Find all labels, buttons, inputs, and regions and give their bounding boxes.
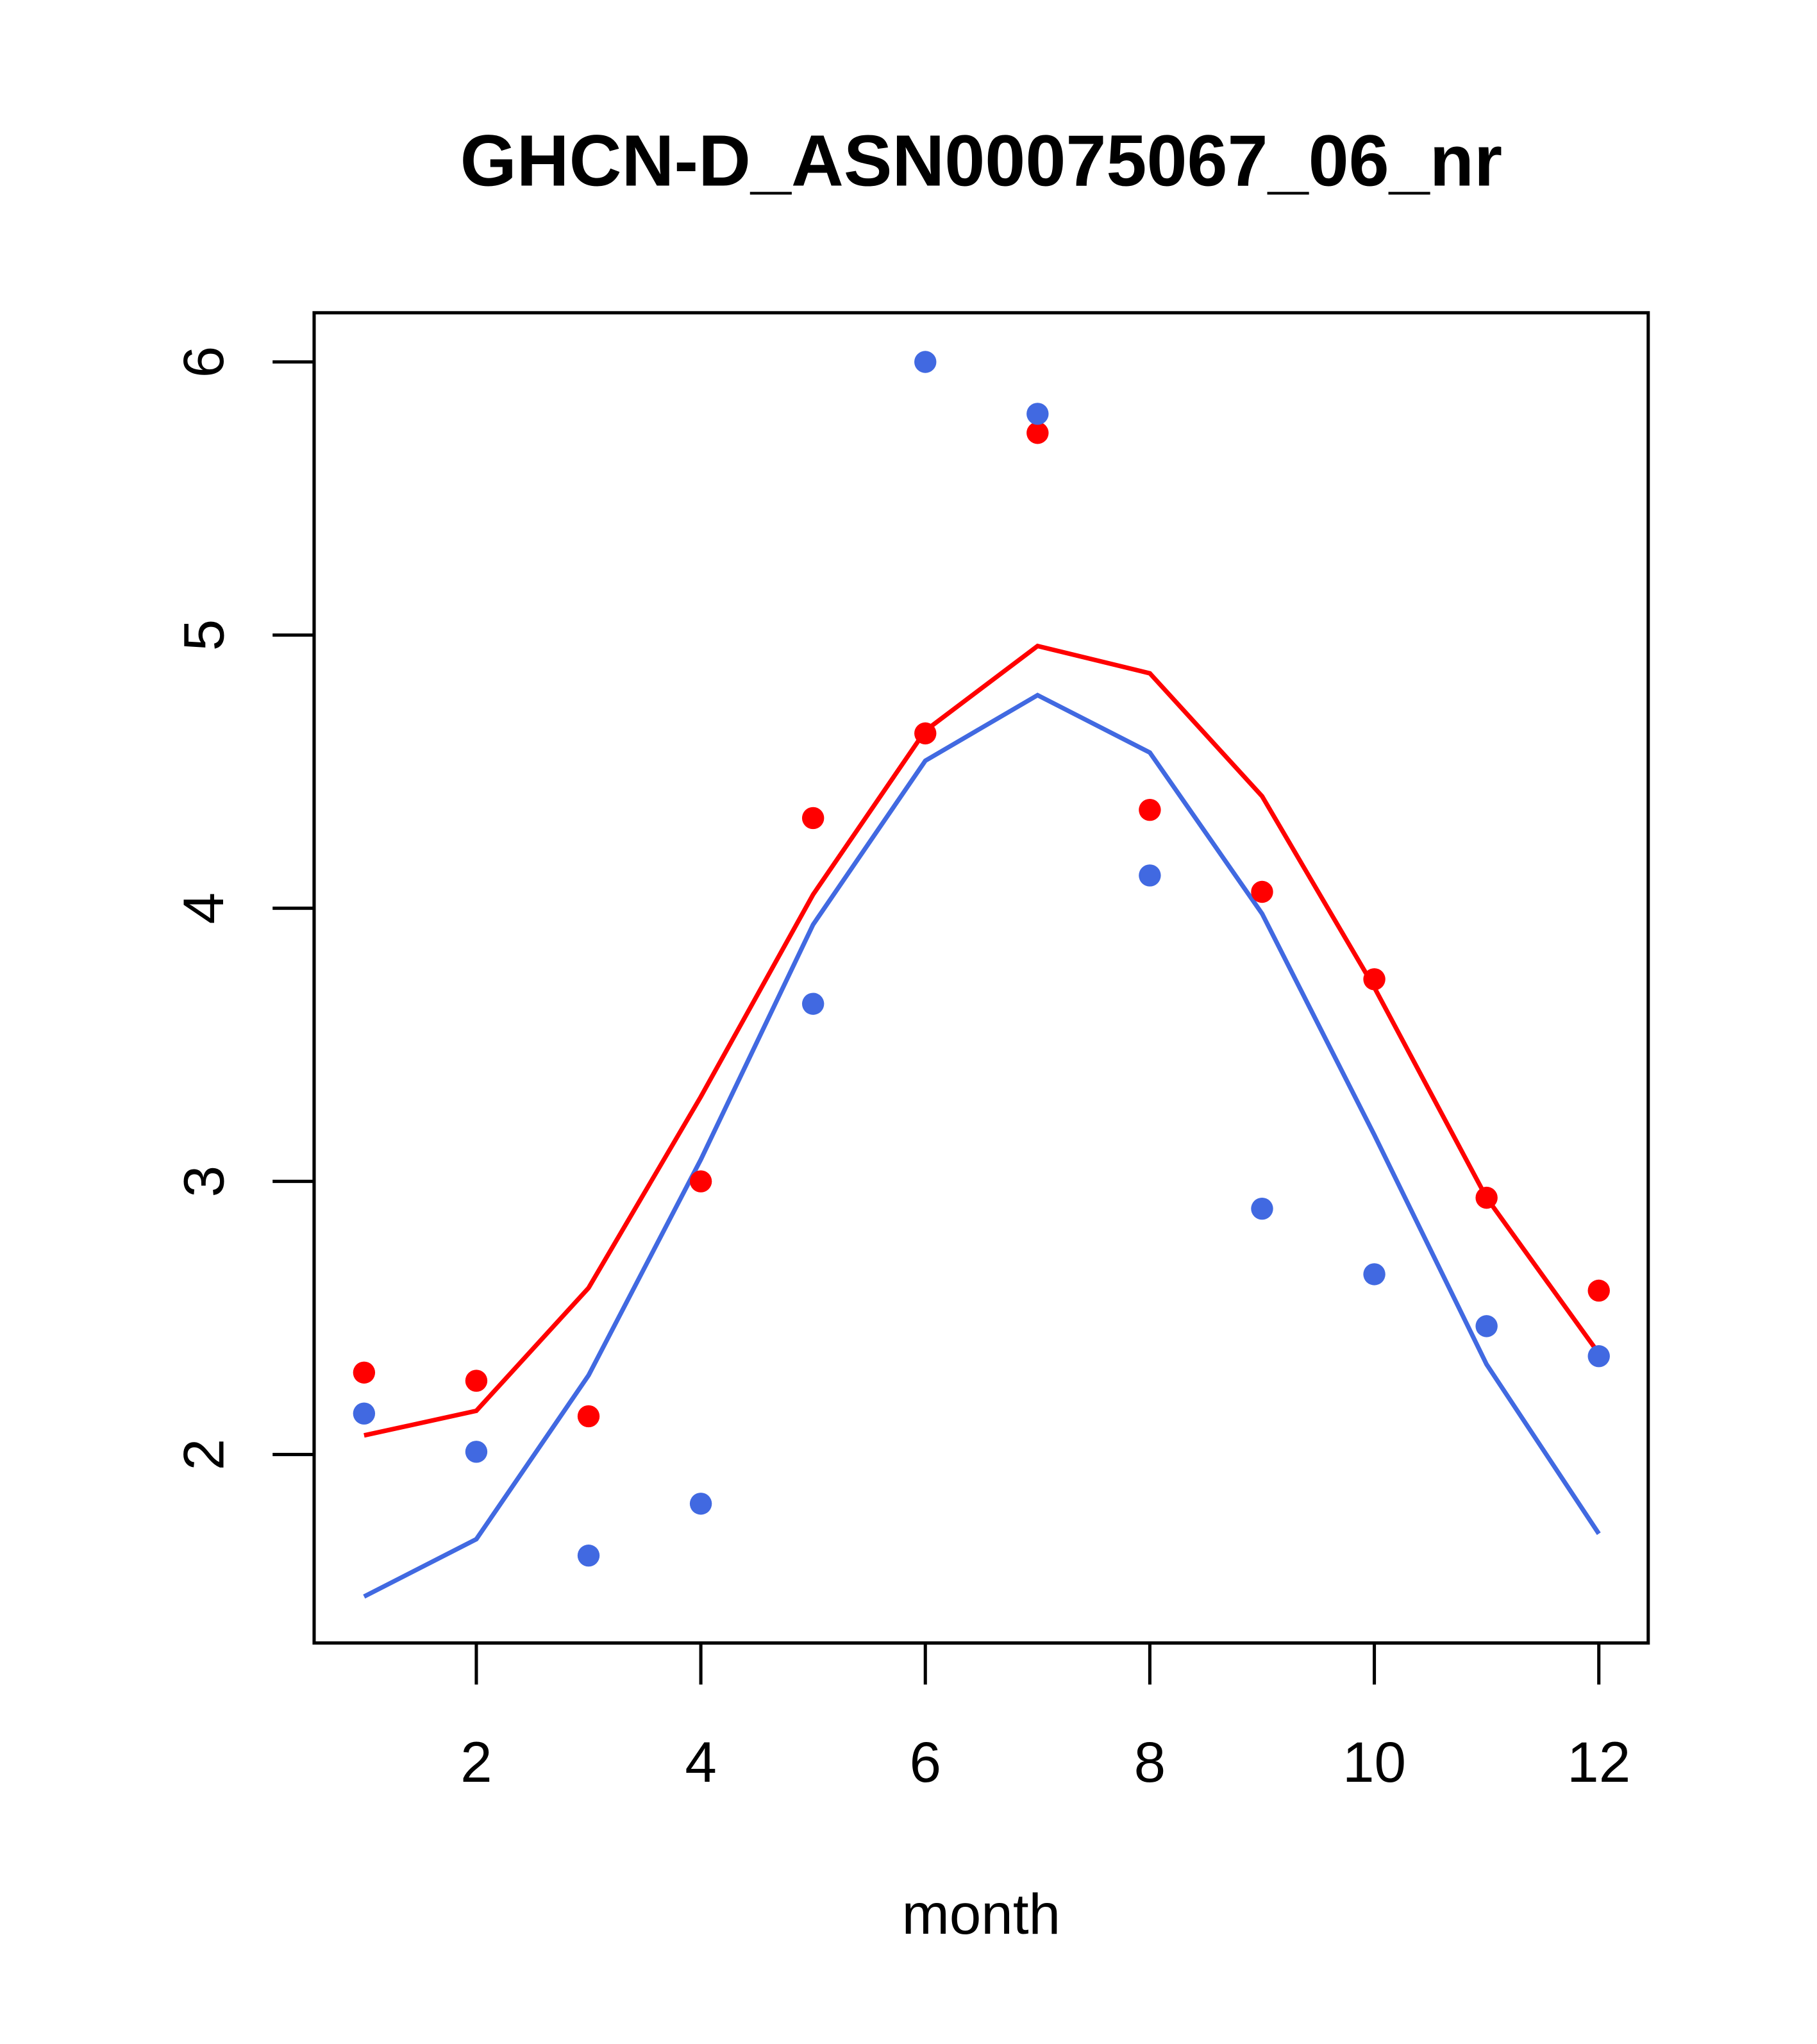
blue-point	[1251, 1197, 1273, 1220]
x-tick-label: 2	[460, 1730, 492, 1794]
blue-point	[1475, 1315, 1498, 1337]
y-tick-label: 4	[171, 892, 235, 925]
red-point	[1251, 880, 1273, 903]
blue-point	[353, 1402, 376, 1425]
y-tick-label: 6	[171, 346, 235, 378]
x-tick-label: 12	[1567, 1730, 1630, 1794]
red-point	[1475, 1186, 1498, 1209]
red-line	[364, 643, 1601, 1438]
blue-point	[1363, 1263, 1386, 1286]
blue-point	[1139, 864, 1161, 887]
y-axis: 2 3 4 5 6	[171, 346, 316, 1471]
red-point	[577, 1405, 600, 1428]
red-point	[1139, 798, 1161, 821]
blue-point	[914, 351, 937, 373]
red-point	[1363, 968, 1386, 991]
y-tick-label: 5	[171, 619, 235, 651]
y-tick-label: 3	[171, 1166, 235, 1198]
blue-point	[465, 1441, 488, 1463]
red-point	[465, 1370, 488, 1392]
blue-point	[1587, 1345, 1610, 1368]
blue-point	[1026, 403, 1049, 425]
red-point	[353, 1361, 376, 1384]
y-tick-label: 2	[171, 1439, 235, 1471]
blue-point	[801, 993, 825, 1015]
red-point	[1587, 1279, 1610, 1302]
blue-point	[577, 1545, 600, 1567]
x-tick-label: 4	[685, 1730, 717, 1794]
series-layer	[353, 351, 1610, 1599]
chart-title: GHCN-D_ASN00075067_06_nr	[460, 120, 1502, 201]
x-tick-label: 8	[1134, 1730, 1166, 1794]
x-tick-label: 10	[1343, 1730, 1406, 1794]
red-point	[801, 807, 825, 830]
blue-point	[689, 1493, 712, 1515]
blue-line	[363, 692, 1601, 1599]
x-axis: 2 4 6 8 10 12	[460, 1641, 1630, 1794]
x-tick-label: 6	[909, 1730, 941, 1794]
red-point	[1026, 422, 1049, 444]
red-point	[689, 1170, 712, 1193]
red-point	[914, 722, 937, 745]
plot-frame	[312, 311, 1650, 1645]
x-axis-label: month	[902, 1882, 1061, 1946]
